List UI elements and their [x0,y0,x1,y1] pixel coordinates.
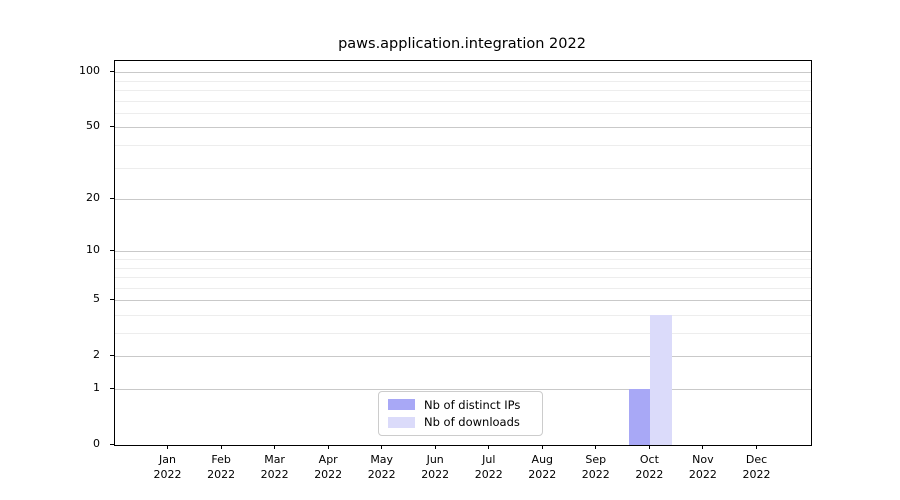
y-tick-mark [110,299,114,301]
major-gridline [115,389,811,390]
y-tick-label: 5 [93,292,100,306]
major-gridline [115,127,811,129]
x-tick-mark [648,445,650,449]
chart-title: paws.application.integration 2022 [338,36,586,52]
x-tick-mark [702,445,704,449]
x-tick-mark [595,445,597,449]
major-gridline [115,251,811,253]
y-tick-label: 100 [79,64,100,78]
x-tick-label: Dec 2022 [742,453,771,481]
minor-gridline [115,259,811,260]
bar-nb-of-distinct-ips-oct [629,389,651,445]
minor-gridline [115,145,811,146]
x-tick-mark [381,445,383,449]
y-tick-label: 0 [93,437,100,450]
x-tick-mark [434,445,436,449]
minor-gridline [115,287,811,289]
legend: Nb of distinct IPs Nb of downloads [378,391,543,436]
y-tick-label: 20 [86,191,100,205]
x-tick-label: May 2022 [367,453,396,481]
x-tick-mark [488,445,490,449]
x-tick-mark [327,445,329,449]
minor-gridline [115,90,811,91]
y-tick-mark [110,444,114,445]
major-gridline [115,72,811,74]
legend-label-distinct-ips: Nb of distinct IPs [424,397,521,412]
y-tick-mark [110,71,114,73]
x-tick-mark [274,445,276,449]
legend-swatch-downloads-icon [388,416,415,428]
bar-nb-of-downloads-oct [650,315,672,445]
x-tick-mark [167,445,168,449]
legend-swatch-distinct-ips-icon [388,399,415,411]
y-tick-label: 10 [86,243,100,257]
minor-gridline [115,167,811,169]
x-tick-label: Mar 2022 [260,453,289,481]
y-tick-mark [110,388,114,389]
x-tick-mark [220,445,222,449]
x-tick-label: Jun 2022 [421,453,450,481]
minor-gridline [115,277,811,278]
x-axis: Jan 2022 Feb 2022 Mar 2022 Apr 2022 May 2022… [114,445,810,495]
x-tick-mark [541,445,543,449]
y-tick-label: 1 [93,381,100,394]
minor-gridline [115,333,811,334]
y-tick-mark [110,250,114,252]
minor-gridline [115,112,811,114]
y-tick-mark [110,355,114,357]
x-tick-label: Feb 2022 [207,453,236,481]
legend-item-distinct-ips: Nb of distinct IPs [388,398,533,412]
y-tick-label: 50 [86,119,100,133]
x-tick-mark [756,445,757,449]
major-gridline [115,199,811,201]
legend-item-downloads: Nb of downloads [388,415,533,429]
x-tick-label: Apr 2022 [314,453,343,481]
x-tick-label: Aug 2022 [528,453,557,481]
x-tick-label: Sep 2022 [581,453,610,481]
y-tick-label: 2 [93,348,100,362]
x-tick-label: Nov 2022 [688,453,717,481]
y-axis: 0 1 2 5 10 20 50 100 [0,60,114,450]
minor-gridline [115,80,811,82]
y-tick-mark [110,198,114,200]
minor-gridline [115,315,811,316]
legend-label-downloads: Nb of downloads [424,415,520,430]
x-tick-label: Jul 2022 [474,453,503,481]
y-tick-mark [110,126,114,128]
x-tick-label: Jan 2022 [153,453,182,481]
plot-area [114,60,812,446]
major-gridline [115,300,811,302]
major-gridline [115,356,811,358]
x-tick-label: Oct 2022 [635,453,664,481]
minor-gridline [115,267,811,269]
minor-gridline [115,100,811,102]
